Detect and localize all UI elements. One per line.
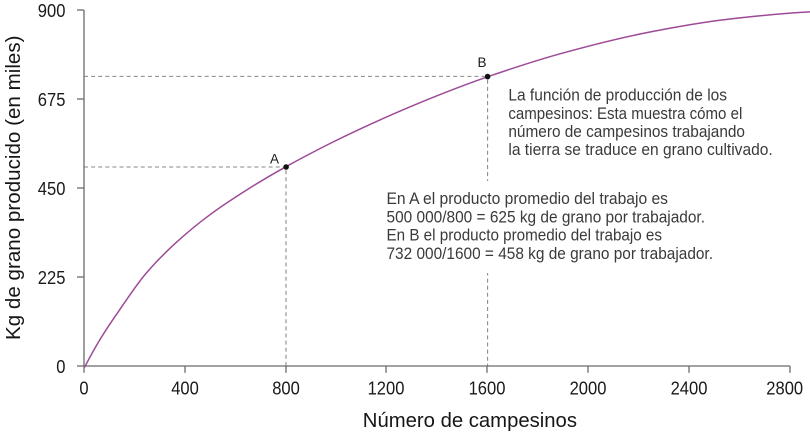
svg-text:732 000/1600 = 458 kg de grano: 732 000/1600 = 458 kg de grano por traba… — [387, 245, 714, 263]
svg-text:En A el producto promedio del: En A el producto promedio del trabajo es — [387, 190, 669, 208]
svg-text:2000: 2000 — [570, 379, 607, 399]
svg-text:675: 675 — [38, 90, 66, 110]
svg-text:1600: 1600 — [469, 379, 506, 399]
svg-text:Número de campesinos: Número de campesinos — [363, 410, 577, 432]
svg-text:800: 800 — [272, 379, 300, 399]
svg-text:la tierra se traduce en grano: la tierra se traduce en grano cultivado. — [508, 141, 772, 159]
svg-text:900: 900 — [38, 1, 66, 21]
svg-text:En B el producto promedio del: En B el producto promedio del trabajo es — [387, 227, 663, 245]
svg-text:400: 400 — [171, 379, 199, 399]
svg-text:450: 450 — [38, 179, 66, 199]
svg-text:0: 0 — [79, 379, 88, 399]
svg-text:225: 225 — [38, 268, 66, 288]
svg-text:campesinos: Esta muestra cómo: campesinos: Esta muestra cómo el — [508, 105, 742, 123]
svg-text:La función de producción de lo: La función de producción de los — [508, 86, 727, 104]
svg-text:500 000/800 = 625 kg de grano: 500 000/800 = 625 kg de grano por trabaj… — [387, 208, 706, 226]
svg-text:número de campesinos trabajand: número de campesinos trabajando — [508, 123, 745, 141]
svg-text:2800: 2800 — [766, 379, 803, 399]
svg-text:1200: 1200 — [368, 379, 405, 399]
svg-text:B: B — [478, 55, 487, 70]
svg-text:0: 0 — [56, 357, 65, 377]
svg-text:2400: 2400 — [671, 379, 708, 399]
svg-text:Kg de grano producido (en mile: Kg de grano producido (en miles) — [2, 35, 25, 340]
svg-text:A: A — [270, 152, 279, 167]
